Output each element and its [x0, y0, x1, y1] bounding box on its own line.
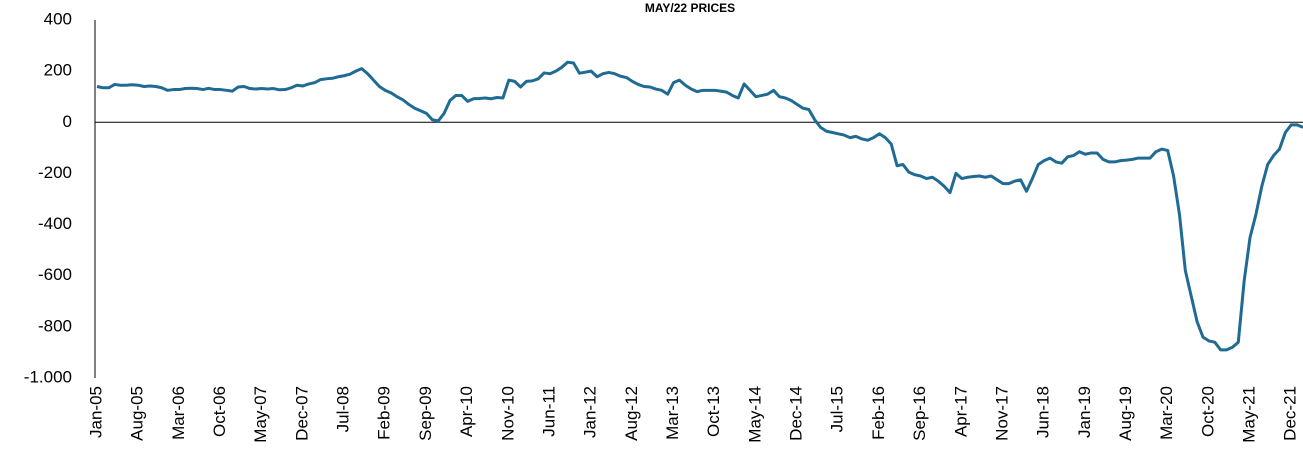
x-tick-label: Jan-12	[581, 386, 600, 438]
x-tick-label: Nov-10	[498, 386, 517, 441]
x-tick-label: Mar-13	[663, 386, 682, 440]
x-tick-label: Jun-18	[1034, 386, 1053, 438]
x-tick-label: Oct-06	[210, 386, 229, 437]
y-tick-label: 400	[44, 9, 72, 28]
x-tick-label: May-21	[1240, 386, 1259, 443]
x-tick-label: Sep-09	[416, 386, 435, 441]
y-tick-label: -400	[38, 214, 72, 233]
y-tick-label: -800	[38, 316, 72, 335]
x-tick-label: Mar-06	[169, 386, 188, 440]
x-tick-label: Nov-17	[992, 386, 1011, 441]
x-tick-label: Jan-05	[86, 386, 105, 438]
x-tick-label: Jun-11	[539, 386, 558, 437]
y-tick-label: 0	[63, 112, 72, 131]
x-tick-label: Apr-10	[457, 386, 476, 437]
y-tick-label: -200	[38, 163, 72, 182]
x-tick-label: Jan-19	[1075, 386, 1094, 438]
x-tick-label: Dec-07	[292, 386, 311, 441]
x-tick-label: Aug-05	[128, 386, 147, 441]
x-tick-label: Aug-19	[1116, 386, 1135, 441]
y-tick-label: 200	[44, 61, 72, 80]
y-tick-label: -1.000	[24, 367, 72, 386]
x-tick-label: Jul-15	[828, 386, 847, 432]
x-tick-label: Sep-16	[910, 386, 929, 441]
x-tick-label: Dec-21	[1281, 386, 1300, 441]
x-tick-label: May-14	[745, 386, 764, 443]
y-tick-label: -600	[38, 265, 72, 284]
chart-title: MAY/22 PRICES	[645, 1, 735, 15]
x-tick-label: Feb-16	[869, 386, 888, 440]
x-tick-label: Apr-17	[951, 386, 970, 437]
x-tick-label: Oct-13	[704, 386, 723, 437]
x-tick-label: Oct-20	[1198, 386, 1217, 437]
x-tick-label: Feb-09	[375, 386, 394, 440]
x-tick-label: Mar-20	[1157, 386, 1176, 440]
x-tick-label: Aug-12	[622, 386, 641, 441]
x-tick-label: Dec-14	[787, 386, 806, 441]
x-tick-label: Jul-08	[334, 386, 353, 432]
price-line	[96, 60, 1303, 352]
x-tick-label: May-07	[251, 386, 270, 443]
